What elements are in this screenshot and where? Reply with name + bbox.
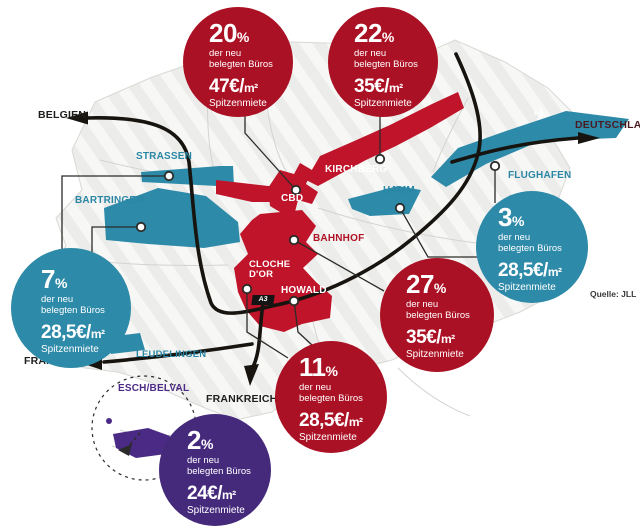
badge-cloche-rent: 28,5€/m² bbox=[299, 409, 363, 431]
district-label-strassen: STRASSEN bbox=[136, 151, 193, 162]
badge-cloche-rent-label: Spitzenmiete bbox=[299, 431, 357, 443]
badge-esch-percent: 2% bbox=[187, 425, 213, 455]
district-label-flughafen: FLUGHAFEN bbox=[508, 170, 572, 181]
motorways bbox=[84, 52, 580, 369]
source-note: Quelle: JLL bbox=[590, 289, 637, 299]
district-label-kirchberg: KIRCHBERG bbox=[325, 164, 388, 175]
district-label-cbd: CBD bbox=[281, 193, 304, 204]
district-label-howald: HOWALD bbox=[281, 285, 327, 296]
cloche-dor-line1: CLOCHE bbox=[249, 259, 291, 270]
badge-bahnhof-percent: 27% bbox=[406, 269, 446, 299]
district-label-esch-belval: ESCH/BELVAL bbox=[118, 383, 190, 394]
district-label-hamm: HAMM bbox=[383, 185, 415, 196]
badge-west-rent: 28,5€/m² bbox=[41, 321, 105, 343]
leader-hamm bbox=[399, 207, 478, 258]
leader-strassen bbox=[61, 175, 169, 252]
badge-west-rent-label: Spitzenmiete bbox=[41, 343, 99, 355]
district-label-bartringen: BARTRINGEN bbox=[75, 195, 144, 206]
badge-kirchberg-rent: 35€/m² bbox=[354, 75, 403, 97]
country-label-frankreich-sued: FRANKREICH bbox=[206, 393, 278, 405]
badge-cbd: 20% der neu belegten Büros 47€/m² Spitzen… bbox=[183, 7, 293, 117]
a3-road-badge: A3 bbox=[251, 295, 275, 305]
motorway-frankreich-west bbox=[102, 342, 254, 364]
badge-kirchberg-desc: der neu belegten Büros bbox=[354, 48, 418, 71]
arrow-belgien bbox=[66, 111, 88, 125]
badge-bahnhof-rent: 35€/m² bbox=[406, 326, 455, 348]
badge-kirchberg: 22% der neu belegten Büros 35€/m² Spitzen… bbox=[328, 7, 438, 117]
motorway-a3-sued bbox=[251, 302, 265, 369]
country-label-belgien: BELGIEN bbox=[38, 109, 87, 121]
badge-cbd-desc: der neu belegten Büros bbox=[209, 48, 273, 71]
badge-cbd-rent: 47€/m² bbox=[209, 75, 258, 97]
district-bartringen bbox=[104, 188, 240, 248]
leader-cbd bbox=[244, 115, 297, 191]
badge-strassen-bartringen: 7% der neu belegten Büros 28,5€/m² Spitze… bbox=[11, 248, 131, 368]
badge-bahnhof-desc: der neu belegten Büros bbox=[406, 299, 470, 322]
badge-flughafen-hamm: 3% der neu belegten Büros 28,5€/m² Spitze… bbox=[476, 191, 588, 303]
district-kirchberg bbox=[306, 92, 464, 186]
leader-cloche-dor bbox=[246, 289, 289, 359]
badge-cloche-howald: 11% der neu belegten Büros 28,5€/m² Spitz… bbox=[275, 341, 387, 453]
country-label-deutschland: DEUTSCHLAND bbox=[575, 119, 640, 131]
badge-cbd-rent-label: Spitzenmiete bbox=[209, 97, 267, 109]
esch-dashed-arrowhead bbox=[118, 444, 132, 456]
badge-flughafen-rent: 28,5€/m² bbox=[498, 259, 562, 281]
leader-lines bbox=[61, 115, 496, 359]
badge-flughafen-desc: der neu belegten Büros bbox=[498, 232, 562, 255]
badge-esch-rent: 24€/m² bbox=[187, 482, 236, 504]
district-flughafen bbox=[431, 111, 629, 187]
badge-west-percent: 7% bbox=[41, 264, 67, 294]
badge-flughafen-percent: 3% bbox=[498, 202, 524, 232]
badge-flughafen-rent-label: Spitzenmiete bbox=[498, 281, 556, 293]
map-point-markers bbox=[135, 153, 501, 307]
cloche-dor-line2: D'OR bbox=[249, 269, 274, 281]
district-esch-belval-dot bbox=[106, 418, 112, 424]
motorway-deutschland bbox=[450, 136, 580, 164]
district-label-leudelingen: LEUDELINGEN bbox=[136, 349, 207, 360]
district-label-bahnhof: BAHNHOF bbox=[313, 233, 365, 244]
arrow-frankreich-sued bbox=[244, 364, 259, 386]
district-west-corridor bbox=[216, 180, 288, 202]
district-strassen bbox=[141, 166, 234, 186]
badge-west-desc: der neu belegten Büros bbox=[41, 294, 105, 317]
badge-esch-belval: 2% der neu belegten Büros 24€/m² Spitzenm… bbox=[159, 414, 271, 526]
badge-cbd-percent: 20% bbox=[209, 18, 249, 48]
leader-bahnhof bbox=[293, 239, 385, 292]
badge-kirchberg-rent-label: Spitzenmiete bbox=[354, 97, 412, 109]
arrow-deutschland bbox=[578, 132, 600, 144]
badge-bahnhof-rent-label: Spitzenmiete bbox=[406, 348, 464, 360]
badge-esch-desc: der neu belegten Büros bbox=[187, 455, 251, 478]
badge-cloche-desc: der neu belegten Büros bbox=[299, 382, 363, 405]
leader-bartringen bbox=[91, 226, 141, 252]
leader-howald bbox=[293, 300, 313, 346]
badge-bahnhof: 27% der neu belegten Büros 35€/m² Spitzen… bbox=[380, 258, 494, 372]
badge-cloche-percent: 11% bbox=[299, 352, 338, 382]
badge-esch-rent-label: Spitzenmiete bbox=[187, 504, 245, 516]
badge-kirchberg-percent: 22% bbox=[354, 18, 394, 48]
district-label-cloche-dor: CLOCHE D'OR bbox=[249, 259, 291, 281]
